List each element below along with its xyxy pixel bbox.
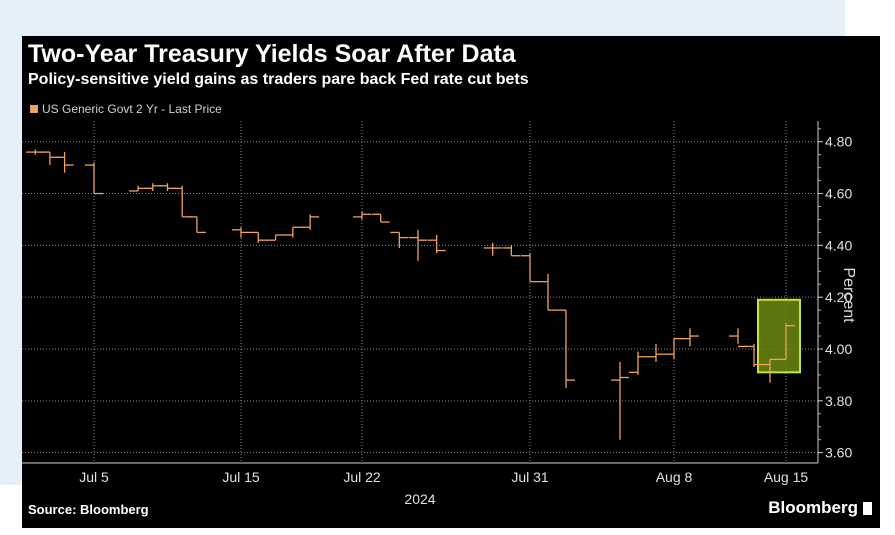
x-tick-label: Jul 22 [343, 469, 381, 485]
ohlc-bar [390, 231, 409, 248]
ohlc-bar [502, 245, 521, 257]
x-tick-label: Aug 8 [656, 469, 693, 485]
y-tick-label: 4.40 [825, 237, 852, 253]
y-tick-label: 3.60 [825, 445, 852, 461]
ohlc-bar [283, 226, 302, 238]
ohlc-bar [611, 361, 629, 440]
chart-title: Two-Year Treasury Yields Soar After Data [28, 40, 516, 68]
ohlc-bar [681, 328, 699, 347]
y-axis-title: Percent [840, 267, 857, 323]
ohlc-bar [647, 343, 665, 362]
ohlc-bar [232, 227, 250, 238]
plot-area: 4.80 4.60 4.40 4.20 4.00 3.80 3.60 Jul 5 Jul 15 J… [22, 121, 852, 507]
x-tick-label: Jul 31 [511, 469, 549, 485]
y-tick-label: 4.60 [825, 186, 852, 202]
ohlc-bar [409, 229, 427, 261]
source-note: Source: Bloomberg [28, 502, 149, 517]
ohlc-bar [249, 231, 268, 243]
x-tick-label: Jul 15 [222, 469, 260, 485]
ohlc-bar [158, 183, 177, 191]
legend-swatch [30, 105, 38, 113]
ohlc-bar [301, 214, 320, 230]
ohlc-bar [483, 242, 502, 256]
x-tick-label: Jul 5 [79, 469, 109, 485]
y-tick-label: 3.80 [825, 393, 852, 409]
ohlc-bar [557, 309, 575, 388]
ohlc-bar [539, 273, 557, 311]
ohlc-bar [353, 211, 371, 220]
ohlc-bar [55, 152, 74, 173]
highlight-box [757, 298, 801, 374]
ohlc-bar [266, 234, 285, 241]
legend: US Generic Govt 2 Yr - Last Price [30, 102, 222, 116]
ohlc-bar [777, 323, 795, 361]
ohlc-bar [85, 162, 103, 195]
y-tick-label: 4.00 [825, 341, 852, 357]
chart-subtitle: Policy-sensitive yield gains as traders … [28, 71, 529, 88]
legend-label: US Generic Govt 2 Yr - Last Price [42, 102, 222, 116]
chart-card: Two-Year Treasury Yields Soar After Data… [22, 36, 880, 528]
ohlc-bar [521, 253, 539, 283]
y-tick-label: 4.20 [825, 289, 852, 305]
ohlc-bar [371, 213, 390, 223]
ohlc-bar [173, 185, 192, 218]
x-axis-title: 2024 [404, 491, 435, 507]
ohlc-bar [143, 183, 162, 191]
y-tick-label: 4.80 [825, 134, 852, 150]
ohlc-bar [40, 151, 59, 166]
brand-mark-icon [863, 502, 872, 515]
brand-logo: Bloomberg [768, 498, 858, 517]
ohlc-bar [629, 351, 647, 375]
x-tick-label: Aug 15 [764, 469, 809, 485]
ohlc-bar [187, 216, 206, 234]
ohlc-bar [729, 328, 747, 348]
ohlc-bar [427, 235, 446, 254]
